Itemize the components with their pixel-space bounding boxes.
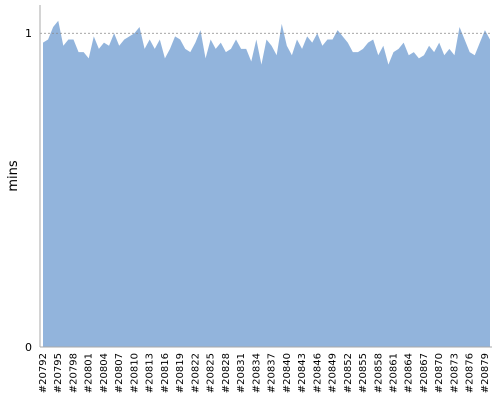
x-tick-label: #20828: [221, 353, 232, 393]
x-tick-label: #20792: [38, 353, 49, 393]
x-tick-label: #20879: [480, 353, 491, 393]
y-axis-label: mins: [6, 160, 21, 192]
x-tick-label: #20804: [99, 353, 110, 393]
x-tick-label: #20825: [206, 353, 217, 393]
x-tick-label: #20837: [267, 353, 278, 393]
x-tick-label: #20801: [84, 353, 95, 393]
x-tick-label: #20795: [53, 353, 64, 393]
x-tick-label: #20858: [373, 353, 384, 393]
x-tick-label: #20822: [190, 353, 201, 393]
x-tick-label: #20834: [251, 353, 262, 393]
x-tick-label: #20816: [160, 353, 171, 393]
x-tick-label: #20843: [297, 353, 308, 393]
x-tick-label: #20807: [114, 353, 125, 393]
x-tick-label: #20831: [236, 353, 247, 393]
x-tick-label: #20870: [434, 353, 445, 393]
x-tick-label: #20798: [68, 353, 79, 393]
y-tick-label: 1: [25, 27, 32, 40]
x-tick-label: #20810: [129, 353, 140, 393]
x-tick-label: #20876: [465, 353, 476, 393]
area: [43, 20, 490, 347]
x-tick-label: #20864: [404, 353, 415, 393]
x-tick-label: #20867: [419, 353, 430, 393]
y-tick-label: 0: [25, 341, 32, 354]
x-tick-label: #20873: [449, 353, 460, 393]
x-tick-label: #20849: [328, 353, 339, 393]
x-tick-label: #20855: [358, 353, 369, 393]
x-tick-label: #20813: [145, 353, 156, 393]
x-tick-label: #20861: [388, 353, 399, 393]
x-tick-label: #20840: [282, 353, 293, 393]
x-tick-label: #20852: [343, 353, 354, 393]
x-tick-label: #20846: [312, 353, 323, 393]
x-tick-label: #20819: [175, 353, 186, 393]
